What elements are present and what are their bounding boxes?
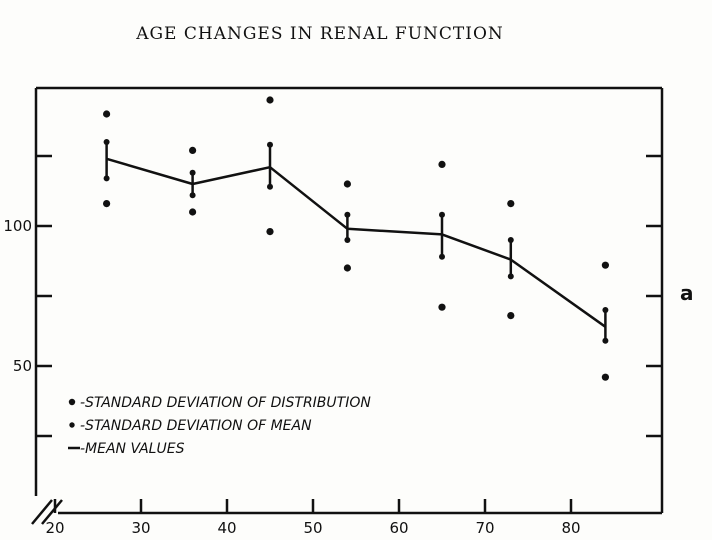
sd-distribution-point-lower xyxy=(601,373,610,381)
sem-point-lower xyxy=(602,337,609,344)
sem-point-lower xyxy=(103,175,110,182)
legend: -STANDARD DEVIATION OF DISTRIBUTION -STAN… xyxy=(68,395,371,457)
sem-point-lower xyxy=(189,192,196,199)
axis-break-mark-2 xyxy=(41,499,63,525)
sem-point-upper xyxy=(267,141,273,148)
sem-point-upper xyxy=(103,139,110,145)
sd-distribution-point-upper xyxy=(438,160,446,168)
x-tick-label: 80 xyxy=(561,519,580,537)
sem-point-lower xyxy=(344,237,351,243)
data-series xyxy=(103,96,610,381)
sem-point-lower xyxy=(439,253,445,260)
axis-tick-labels: 20 30 40 50 60 70 80 50 100 xyxy=(3,217,580,537)
legend-label: -STANDARD DEVIATION OF MEAN xyxy=(80,418,312,434)
sd-distribution-point-lower xyxy=(189,208,197,216)
sd-distribution-point-lower xyxy=(266,228,274,236)
axis-break-mark-1 xyxy=(31,499,53,525)
legend-dot-marker xyxy=(69,422,75,428)
y-tick-label: 50 xyxy=(13,357,32,375)
chart-title: AGE CHANGES IN RENAL FUNCTION xyxy=(136,24,504,44)
sem-point-upper xyxy=(439,211,445,218)
sem-point-lower xyxy=(267,183,273,190)
legend-label: -MEAN VALUES xyxy=(80,441,185,457)
sd-distribution-point-upper xyxy=(601,261,610,269)
sd-distribution-point-lower xyxy=(343,264,351,272)
sd-distribution-point-lower xyxy=(103,200,111,208)
x-tick-label: 30 xyxy=(131,519,150,537)
sd-distribution-point-upper xyxy=(507,200,515,208)
x-tick-label: 40 xyxy=(217,519,236,537)
side-label: a xyxy=(680,281,694,305)
plot-frame xyxy=(31,86,664,525)
x-tick-label: 50 xyxy=(303,519,322,537)
legend-dot-marker xyxy=(68,398,76,406)
sd-distribution-point-lower xyxy=(507,312,515,320)
sem-point-upper xyxy=(189,169,196,176)
legend-label: -STANDARD DEVIATION OF DISTRIBUTION xyxy=(80,395,371,411)
mean-values-line xyxy=(106,157,607,328)
sd-distribution-point-upper xyxy=(343,180,351,188)
sem-point-upper xyxy=(344,211,351,218)
sem-point-upper xyxy=(602,307,609,313)
sd-distribution-point-upper xyxy=(103,110,111,118)
x-tick-label: 60 xyxy=(389,519,408,537)
x-tick-label: 70 xyxy=(475,519,494,537)
sem-point-upper xyxy=(507,237,514,243)
y-tick-label: 100 xyxy=(3,217,32,235)
axis-ticks xyxy=(36,154,662,513)
sem-point-lower xyxy=(507,273,514,280)
x-tick-label: 20 xyxy=(45,519,64,537)
sd-distribution-point-lower xyxy=(438,303,446,311)
sd-distribution-point-upper xyxy=(266,96,274,104)
sd-distribution-point-upper xyxy=(189,146,197,154)
